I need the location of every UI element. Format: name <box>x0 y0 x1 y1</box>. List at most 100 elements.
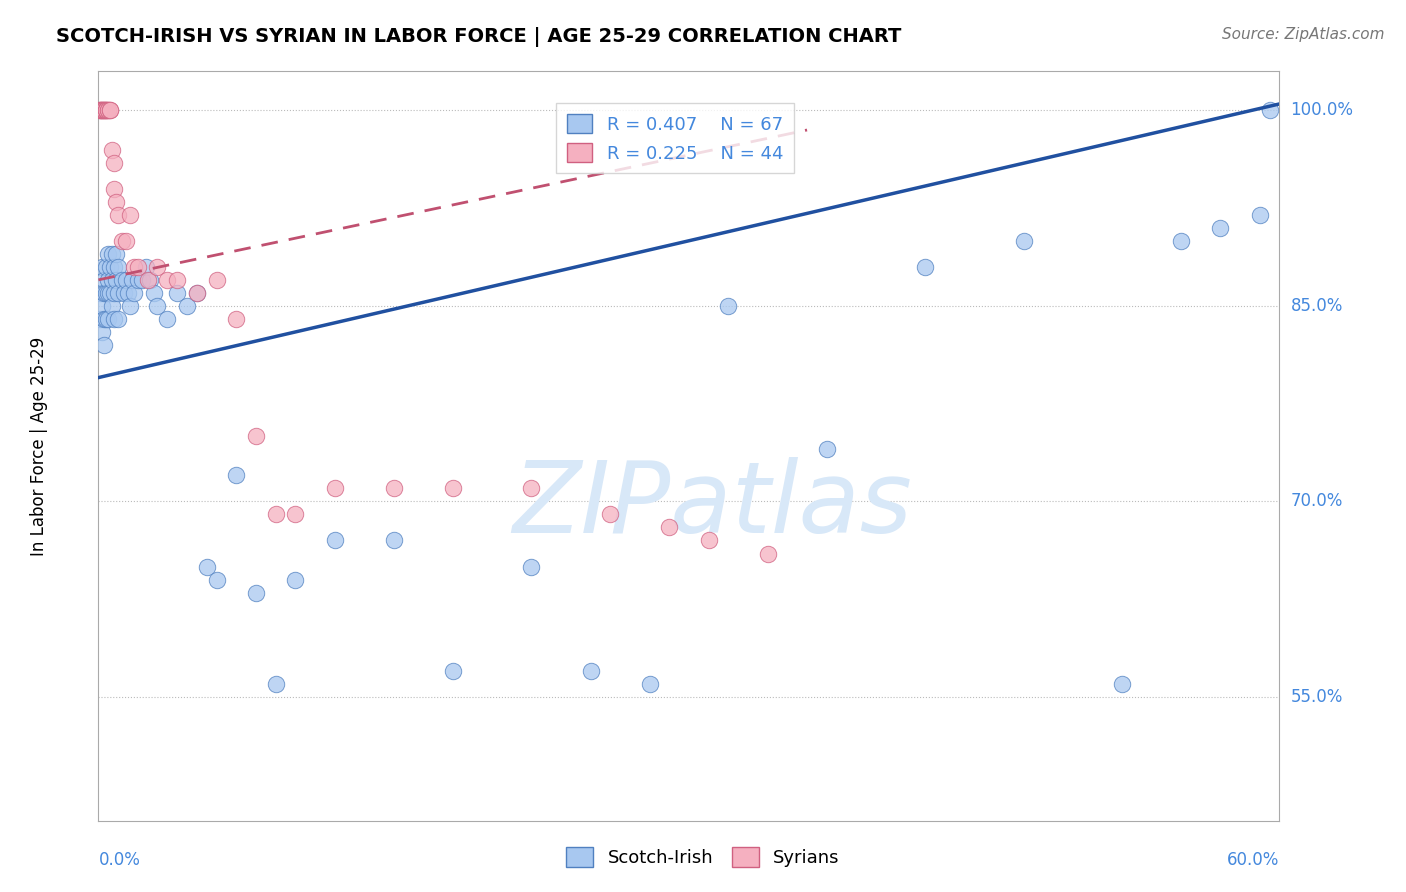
Point <box>112 285 135 300</box>
Text: In Labor Force | Age 25-29: In Labor Force | Age 25-29 <box>31 336 48 556</box>
Point <box>1209 220 1232 235</box>
Point <box>142 285 165 300</box>
Point <box>103 285 125 300</box>
Point <box>117 285 139 300</box>
Point <box>127 273 149 287</box>
Point <box>1111 677 1133 691</box>
Point <box>111 234 134 248</box>
Point <box>1170 234 1192 248</box>
Point <box>284 508 307 522</box>
Point <box>131 273 153 287</box>
Point <box>579 664 602 678</box>
Point <box>105 273 128 287</box>
Point <box>122 285 145 300</box>
Text: 0.0%: 0.0% <box>98 851 141 869</box>
Point <box>96 103 118 118</box>
Point <box>382 481 405 495</box>
Point <box>520 559 543 574</box>
Point <box>89 103 111 118</box>
Point <box>91 325 114 339</box>
Text: SCOTCH-IRISH VS SYRIAN IN LABOR FORCE | AGE 25-29 CORRELATION CHART: SCOTCH-IRISH VS SYRIAN IN LABOR FORCE | … <box>56 27 901 46</box>
Point <box>146 260 169 274</box>
Point <box>156 273 179 287</box>
Point <box>756 547 779 561</box>
Point <box>697 533 720 548</box>
Point <box>166 285 188 300</box>
Point <box>103 312 125 326</box>
Point <box>91 299 114 313</box>
Text: ZIPatlas: ZIPatlas <box>513 458 912 555</box>
Point <box>97 312 120 326</box>
Point <box>93 103 115 118</box>
Point <box>96 285 118 300</box>
Text: 70.0%: 70.0% <box>1291 492 1343 510</box>
Point <box>121 273 143 287</box>
Point <box>97 285 120 300</box>
Point <box>115 234 138 248</box>
Point <box>101 273 124 287</box>
Point <box>89 103 111 118</box>
Point <box>105 194 128 209</box>
Point <box>245 429 267 443</box>
Text: 85.0%: 85.0% <box>1291 297 1343 315</box>
Point <box>520 481 543 495</box>
Point <box>205 573 228 587</box>
Point <box>118 208 141 222</box>
Point <box>146 299 169 313</box>
Point <box>96 103 118 118</box>
Point <box>815 442 838 457</box>
Point <box>105 247 128 261</box>
Point <box>658 520 681 534</box>
Point <box>323 533 346 548</box>
Point <box>91 260 114 274</box>
Point <box>107 312 129 326</box>
Point <box>91 103 114 118</box>
Point <box>225 468 247 483</box>
Point <box>186 285 208 300</box>
Point <box>101 143 124 157</box>
Point <box>107 285 129 300</box>
Point <box>97 103 120 118</box>
Text: 60.0%: 60.0% <box>1227 851 1279 869</box>
Point <box>1012 234 1035 248</box>
Point <box>93 285 115 300</box>
Point <box>136 273 159 287</box>
Point <box>96 312 118 326</box>
Point <box>118 299 141 313</box>
Point <box>97 103 120 118</box>
Point <box>176 299 198 313</box>
Point <box>225 312 247 326</box>
Point <box>135 260 157 274</box>
Point <box>103 260 125 274</box>
Point <box>93 312 115 326</box>
Point <box>93 273 115 287</box>
Point <box>914 260 936 274</box>
Point <box>101 299 124 313</box>
Point <box>107 208 129 222</box>
Point <box>122 260 145 274</box>
Point <box>127 260 149 274</box>
Legend: Scotch-Irish, Syrians: Scotch-Irish, Syrians <box>560 839 846 874</box>
Point <box>96 103 118 118</box>
Point <box>101 247 124 261</box>
Point <box>638 677 661 691</box>
Point <box>89 103 111 118</box>
Point <box>96 260 118 274</box>
Legend: R = 0.407    N = 67, R = 0.225    N = 44: R = 0.407 N = 67, R = 0.225 N = 44 <box>557 103 794 173</box>
Point <box>93 338 115 352</box>
Point <box>93 103 115 118</box>
Point <box>1249 208 1271 222</box>
Point <box>103 181 125 195</box>
Text: 55.0%: 55.0% <box>1291 688 1343 706</box>
Point <box>441 664 464 678</box>
Point <box>89 285 111 300</box>
Point <box>264 508 287 522</box>
Text: Source: ZipAtlas.com: Source: ZipAtlas.com <box>1222 27 1385 42</box>
Point <box>98 260 121 274</box>
Point <box>195 559 218 574</box>
Point <box>382 533 405 548</box>
Point <box>103 155 125 169</box>
Point <box>98 285 121 300</box>
Point <box>107 260 129 274</box>
Point <box>97 273 120 287</box>
